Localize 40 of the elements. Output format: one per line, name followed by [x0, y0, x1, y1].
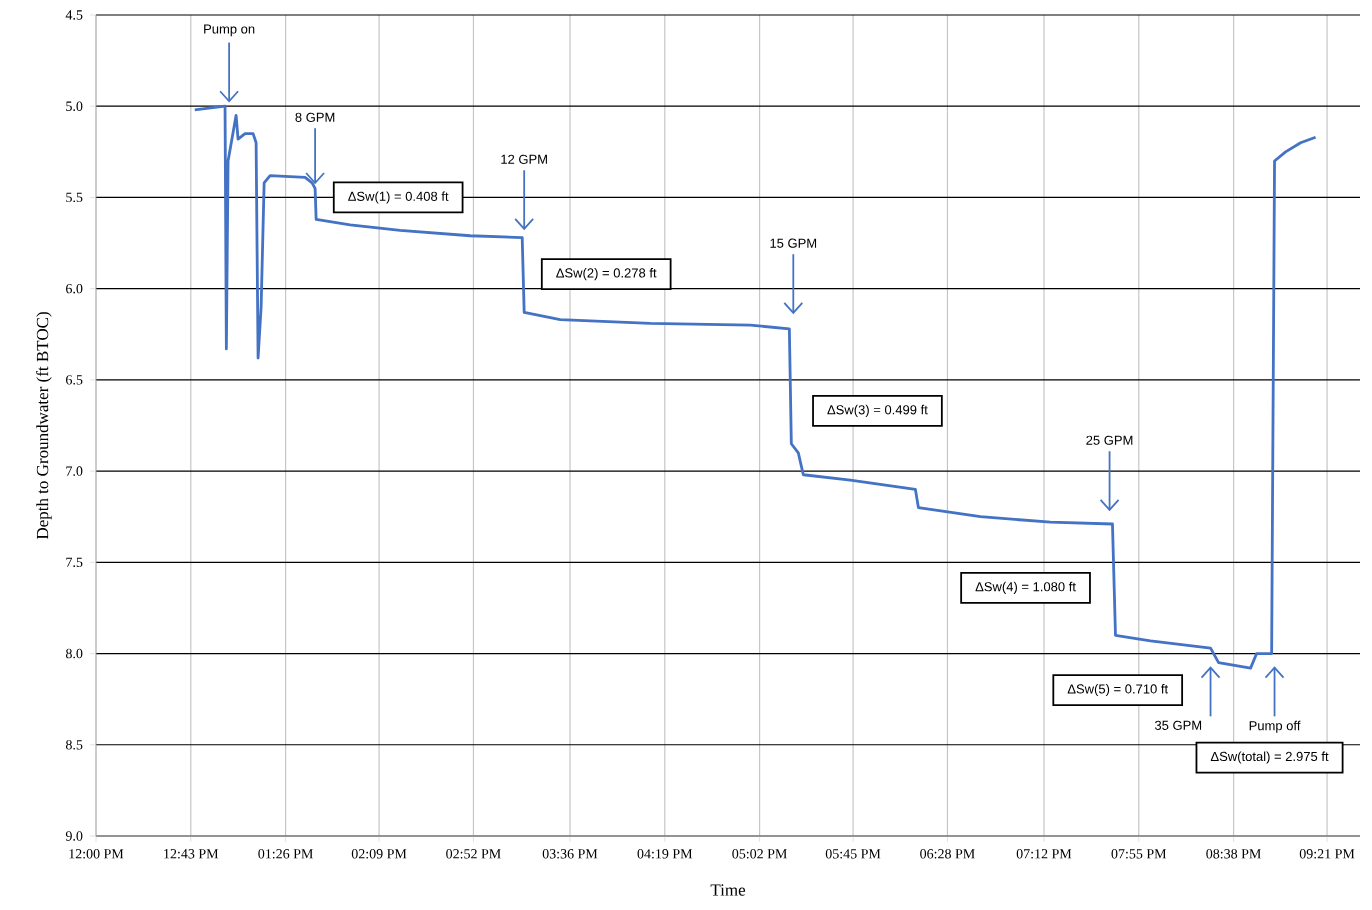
annotation: ΔSw(5) = 0.710 ft [1067, 683, 1169, 697]
annotation: ΔSw(2) = 0.278 ft [556, 268, 657, 281]
annotation: Pump off [1249, 720, 1301, 733]
annotation: ΔSw(4) = 1.080 ft [975, 581, 1076, 594]
annotation: ΔSw(3) = 0.499 ft [827, 404, 928, 417]
line-series [193, 104, 1318, 670]
x-tick-label: 02:09 PM [351, 849, 407, 859]
y-tick-label: 6.0 [66, 283, 83, 294]
x-tick-label: 04:19 PM [637, 849, 693, 859]
annotation: 15 GPM [770, 238, 817, 248]
x-tick-label: 03:36 PM [542, 849, 598, 859]
x-tick-label: 01:26 PM [258, 849, 313, 859]
y-tick-label: 7.5 [66, 557, 83, 567]
x-tick-label: 12:43 PM [164, 849, 219, 859]
y-tick-label: 5.5 [66, 192, 83, 203]
annotation: 35 GPM [1154, 720, 1202, 730]
x-tick-label: 12:00 PM [69, 849, 124, 859]
annotation: ΔSw(total) = 2.975 ft [1210, 751, 1329, 764]
x-tick-label: 08:38 PM [1206, 849, 1261, 859]
x-axis-title: Time [710, 884, 746, 896]
annotation: Pump on [204, 24, 255, 37]
x-tick-label: 07:12 PM [1016, 849, 1072, 859]
annotation: 25 GPM [1086, 435, 1133, 445]
y-tick-label: 7.0 [66, 466, 83, 476]
x-tick-label: 06:28 PM [920, 849, 975, 859]
y-tick-label: 8.0 [65, 648, 83, 659]
y-tick-label: 6.5 [66, 375, 83, 385]
y-tick-label: 8.5 [65, 740, 83, 750]
x-tick-label: 09:21 PM [1299, 849, 1355, 859]
annotation: 8 GPM [295, 112, 335, 122]
x-tick-label: 02:52 PM [446, 849, 501, 859]
x-tick-label: 05:02 PM [732, 849, 787, 859]
annotation: ΔSw(1) = 0.408 ft [348, 191, 449, 204]
y-tick-label: 9.0 [65, 831, 83, 841]
x-tick-label: 05:45 PM [825, 849, 881, 859]
y-tick-label: 4.5 [65, 10, 83, 20]
annotation: 12 GPM [501, 154, 547, 164]
y-tick-label: 5.0 [66, 101, 83, 111]
y-axis-title: Depth to Groundwater (ft BTOC) [36, 312, 52, 540]
x-tick-label: 07:55 PM [1111, 849, 1167, 859]
